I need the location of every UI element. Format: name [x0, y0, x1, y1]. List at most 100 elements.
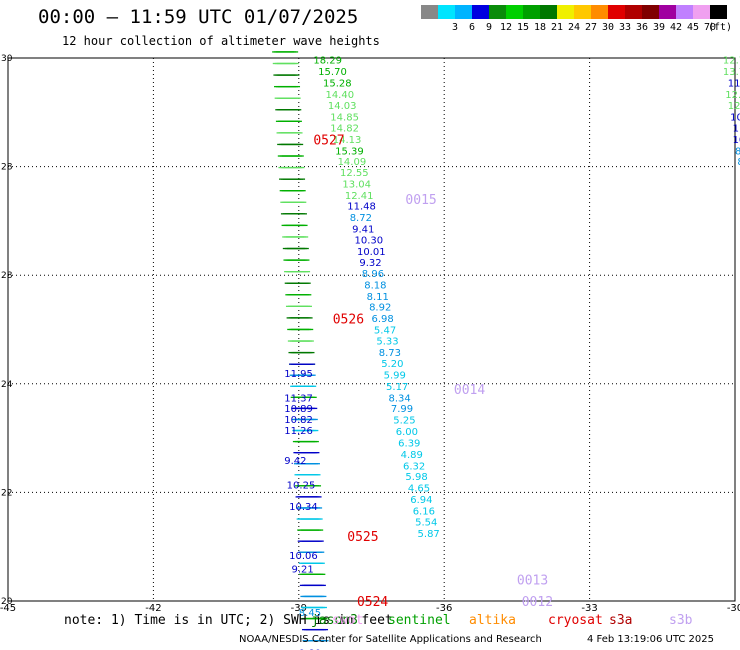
- dense-track-mark: [279, 109, 302, 111]
- credit-line: NOAA/NESDIS Center for Satellite Applica…: [239, 634, 542, 645]
- colorbar-swatch: [608, 5, 625, 19]
- dense-track-mark: [282, 166, 305, 169]
- wave-height-value: 18.29: [313, 56, 342, 67]
- colorbar-label: 42: [669, 22, 683, 33]
- colorbar-label: 24: [567, 22, 581, 33]
- colorbar-label: 3: [451, 22, 459, 33]
- colorbar-label: 45: [686, 22, 700, 33]
- dense-track-mark: [302, 551, 325, 553]
- pass-id-label: 0525: [347, 530, 378, 545]
- wave-height-value: 5.47: [374, 326, 396, 337]
- y-tick-label: 28: [1, 163, 13, 173]
- wave-height-value: 14.40: [325, 90, 354, 101]
- colorbar-swatch: [642, 5, 659, 19]
- wave-height-value: 6.98: [372, 314, 394, 325]
- wave-height-value: 14.85: [330, 113, 359, 124]
- legend-item-altika: altika: [469, 613, 516, 628]
- wave-height-value: 12.41: [345, 191, 374, 202]
- map-frame: [7, 57, 736, 602]
- colorbar-label: 70: [703, 22, 717, 33]
- dense-track-mark: [276, 62, 299, 65]
- dense-track-mark: [278, 85, 301, 88]
- dense-track-mark: [296, 429, 319, 432]
- wave-height-value: 8.18: [364, 280, 386, 291]
- wave-height-value: 9.41: [352, 225, 374, 236]
- dense-track-mark: [303, 584, 326, 587]
- colorbar-swatch: [438, 5, 455, 19]
- dense-track-mark: [300, 518, 323, 520]
- dense-track-mark: [304, 595, 327, 598]
- wave-height-value: 4.89: [401, 450, 423, 461]
- colorbar-label: 36: [635, 22, 649, 33]
- x-tick-label: -39: [291, 603, 307, 614]
- wave-height-value: 5.33: [376, 336, 398, 347]
- dense-track-mark: [289, 294, 312, 296]
- legend-item-s3b: s3b: [669, 613, 693, 628]
- colorbar-swatch: [472, 5, 489, 19]
- colorbar-swatch: [676, 5, 693, 19]
- wave-height-value: 14.13: [333, 135, 362, 146]
- colorbar-swatch: [489, 5, 506, 19]
- wave-height-value: 8.34: [388, 393, 410, 404]
- dense-track-mark: [284, 213, 307, 215]
- wave-height-value: 8.73: [379, 348, 401, 359]
- dense-track-mark: [300, 507, 323, 509]
- legend-item-jason3: jason3: [311, 613, 358, 628]
- wave-height-value: 6.39: [398, 438, 420, 449]
- dense-track-mark: [286, 236, 309, 238]
- dense-track-mark: [301, 540, 324, 542]
- wave-height-value: 5.99: [384, 371, 406, 382]
- dense-track-mark: [299, 485, 322, 487]
- wave-height-value: 6.94: [410, 495, 432, 506]
- wave-height-value: 14.09: [338, 157, 367, 168]
- wave-height-value: 9.80: [299, 649, 321, 650]
- dense-track-mark: [304, 606, 327, 609]
- colorbar-label: 9: [485, 22, 493, 33]
- legend-item-cryosat: cryosat: [548, 613, 603, 628]
- y-tick-label: 28: [1, 271, 13, 281]
- colorbar-swatch: [523, 5, 540, 19]
- dense-track-mark: [303, 573, 326, 575]
- pass-id-label: 0014: [454, 383, 485, 398]
- dense-track-mark: [298, 474, 321, 476]
- wave-height-value: 9.21: [292, 564, 314, 575]
- wave-height-value: 8.11: [367, 292, 389, 303]
- wave-height-value: 10.34: [289, 502, 318, 513]
- colorbar-swatch: [574, 5, 591, 19]
- wave-height-value: 10.01: [357, 247, 386, 258]
- dense-track-mark: [292, 351, 315, 354]
- wave-height-value: 11.48: [347, 202, 376, 213]
- dense-track-mark: [296, 440, 319, 443]
- colorbar-label: 18: [533, 22, 547, 33]
- pass-id-label: 0526: [333, 313, 364, 328]
- wave-height-value: 5.20: [381, 359, 403, 370]
- colorbar-label: 15: [516, 22, 530, 33]
- dense-track-mark: [295, 407, 318, 410]
- wave-height-value: 6.16: [413, 506, 435, 517]
- wave-height-value: 13.71: [723, 67, 740, 78]
- wave-height-value: 14.82: [330, 124, 359, 135]
- x-tick-label: -30: [727, 603, 740, 614]
- colorbar-swatch: [591, 5, 608, 19]
- colorbar-label: 27: [584, 22, 598, 33]
- wave-height-value: 10.30: [355, 235, 384, 246]
- dense-track-mark: [302, 562, 325, 564]
- x-tick-label: -42: [145, 603, 161, 614]
- dense-track-mark: [289, 305, 312, 307]
- legend-item-sentinel: sentinel: [388, 613, 451, 628]
- wave-height-value: 5.87: [418, 529, 440, 540]
- dense-track-mark: [284, 201, 307, 203]
- wave-height-value: 10.82: [284, 415, 313, 426]
- dense-track-mark: [293, 374, 316, 376]
- dense-track-mark: [278, 97, 301, 99]
- dense-track-mark: [279, 120, 302, 122]
- y-tick-label: 24: [1, 380, 13, 390]
- wave-height-value: 8.72: [350, 213, 372, 224]
- legend-item-swot: swot: [332, 613, 364, 628]
- generated-timestamp: 4 Feb 13:19:06 UTC 2025: [587, 634, 714, 645]
- wave-height-value: 11.37: [284, 393, 313, 404]
- dense-track-mark: [291, 328, 314, 331]
- dense-track-mark: [305, 617, 328, 620]
- y-tick-label: 22: [1, 488, 12, 498]
